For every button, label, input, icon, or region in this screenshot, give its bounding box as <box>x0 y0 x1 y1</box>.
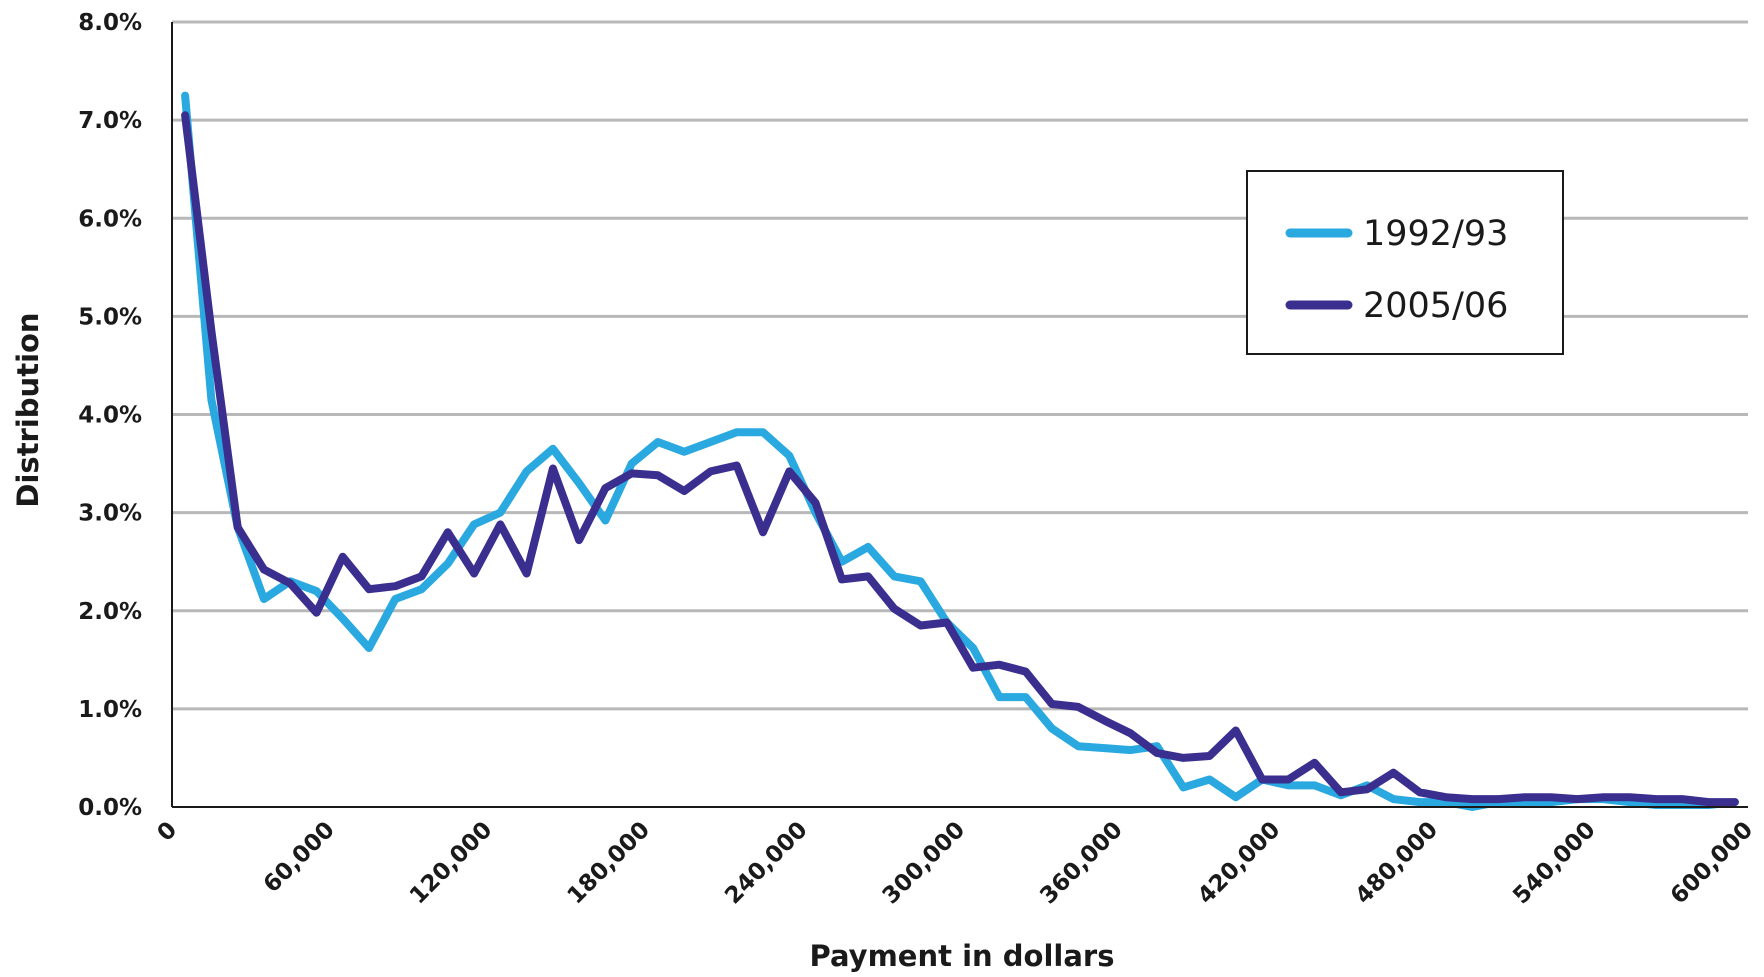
axes <box>171 22 1748 808</box>
x-tick-label: 60,000 <box>259 817 340 898</box>
y-tick-label: 3.0% <box>78 501 142 527</box>
x-tick-label: 300,000 <box>878 817 970 909</box>
y-tick-label: 8.0% <box>78 10 142 36</box>
y-tick-label: 2.0% <box>78 599 142 625</box>
x-tick-labels: 0 60,000 120,000 180,000 240,000 300,000 360,0… <box>153 817 1759 909</box>
y-tick-label: 0.0% <box>78 795 142 821</box>
legend-box <box>1246 170 1564 355</box>
x-axis-title: Payment in dollars <box>810 939 1115 973</box>
x-tick-label: 360,000 <box>1035 817 1127 909</box>
series-line-2005-06 <box>181 111 1739 807</box>
legend: 1992/93 2005/06 <box>1246 170 1564 355</box>
x-tick-label: 420,000 <box>1193 817 1285 909</box>
gridlines <box>172 20 1748 711</box>
x-tick-label: 120,000 <box>405 817 497 909</box>
y-tick-label: 7.0% <box>78 108 142 134</box>
y-tick-labels: 0.0% 1.0% 2.0% 3.0% 4.0% 5.0% 6.0% 7.0% 8.0% <box>78 10 142 821</box>
x-tick-label: 180,000 <box>563 817 655 909</box>
x-tick-label: 240,000 <box>720 817 812 909</box>
x-tick-label: 480,000 <box>1351 817 1443 909</box>
y-tick-label: 5.0% <box>78 304 142 330</box>
x-tick-label: 0 <box>153 817 183 847</box>
x-tick-label: 600,000 <box>1666 817 1758 909</box>
legend-label-2005-06: 2005/06 <box>1363 286 1508 326</box>
y-tick-label: 6.0% <box>78 206 142 232</box>
y-axis-title: Distribution <box>11 312 45 507</box>
y-tick-label: 1.0% <box>78 697 142 723</box>
legend-label-1992-93: 1992/93 <box>1363 214 1508 254</box>
y-tick-label: 4.0% <box>78 403 142 429</box>
x-tick-label: 540,000 <box>1508 817 1600 909</box>
